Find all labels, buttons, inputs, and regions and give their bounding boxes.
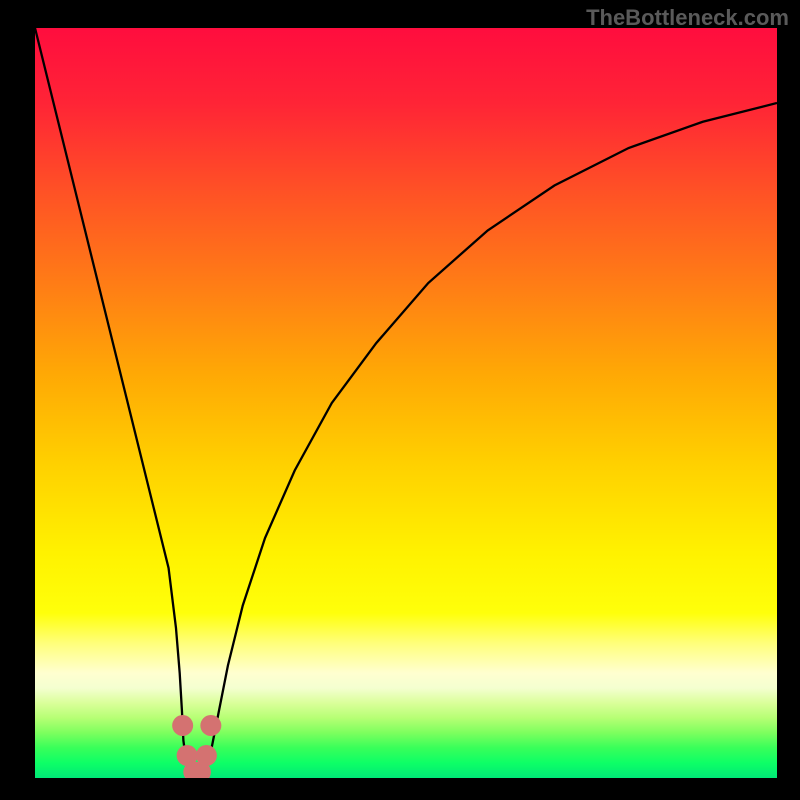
gradient-background [35,28,777,778]
valley-marker [172,715,193,736]
chart-container: TheBottleneck.com [0,0,800,800]
valley-marker [196,745,217,766]
valley-marker [200,715,221,736]
plot-area [35,28,777,778]
watermark-text: TheBottleneck.com [586,5,789,31]
chart-svg [35,28,777,778]
